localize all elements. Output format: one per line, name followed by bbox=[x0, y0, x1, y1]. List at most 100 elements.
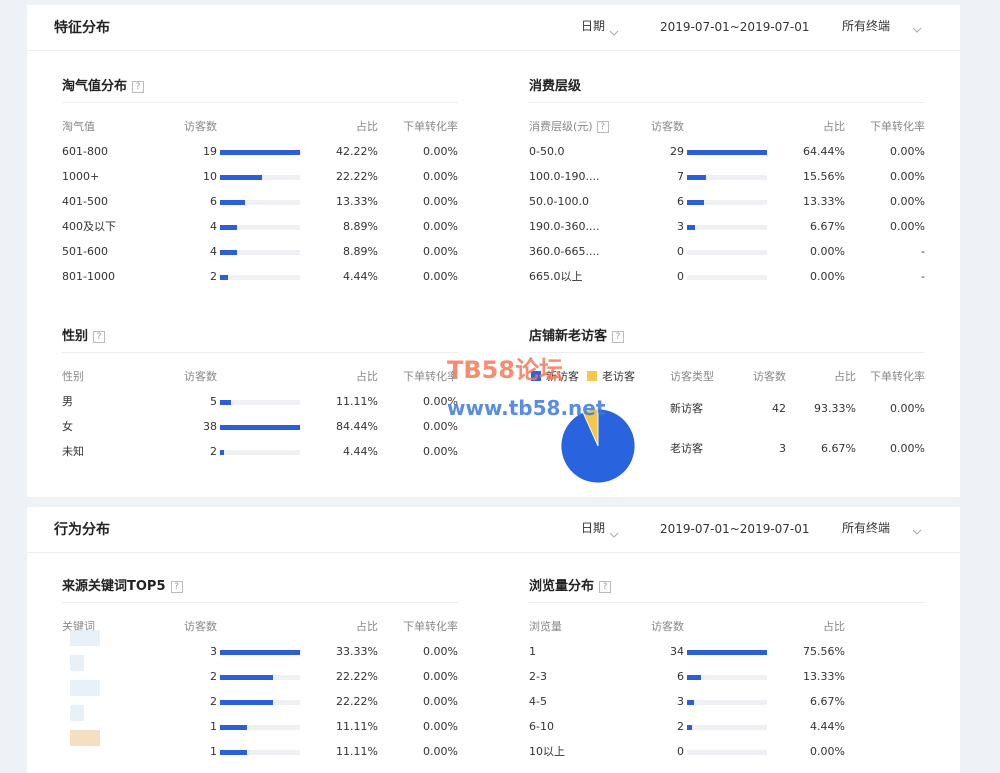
legend-label[interactable]: 新访客 bbox=[546, 370, 579, 383]
bar bbox=[687, 700, 695, 705]
cell: 100.0-190.... bbox=[529, 170, 600, 183]
cell: 0.00% bbox=[423, 670, 458, 683]
date-dropdown-icon[interactable] bbox=[609, 524, 619, 538]
bar-track bbox=[220, 200, 300, 205]
cell: 10 bbox=[203, 170, 217, 183]
column-header: 访客数 bbox=[184, 620, 217, 633]
cell: 0.00% bbox=[890, 170, 925, 183]
cell: 6 bbox=[677, 670, 684, 683]
panel bbox=[27, 5, 960, 497]
cell: 601-800 bbox=[62, 145, 108, 158]
bar bbox=[220, 225, 237, 230]
panel-title: 特征分布 bbox=[54, 20, 110, 36]
cell: 2 bbox=[677, 720, 684, 733]
bar-track bbox=[687, 200, 767, 205]
terminal-filter[interactable]: 所有终端 bbox=[842, 19, 891, 33]
bar bbox=[220, 700, 274, 705]
cell: 6 bbox=[677, 195, 684, 208]
help-icon: ? bbox=[596, 121, 609, 133]
bar bbox=[687, 200, 704, 205]
column-header: 占比 bbox=[356, 370, 378, 383]
bar-track bbox=[687, 750, 767, 755]
cell: 2-3 bbox=[529, 670, 547, 683]
help-icon: ? bbox=[612, 331, 625, 343]
section-divider bbox=[62, 102, 458, 103]
bar bbox=[687, 675, 702, 680]
column-header: 占比 bbox=[356, 620, 378, 633]
watermark-url: www.tb58.net bbox=[447, 396, 606, 420]
bar bbox=[687, 175, 707, 180]
cell: 0.00% bbox=[810, 270, 845, 283]
bar bbox=[220, 750, 247, 755]
cell: 1000+ bbox=[62, 170, 100, 183]
cell: 0.00% bbox=[810, 745, 845, 758]
date-dropdown-icon[interactable] bbox=[609, 22, 619, 36]
bar-track bbox=[687, 275, 767, 280]
cell: 7 bbox=[677, 170, 684, 183]
legend-label[interactable]: 老访客 bbox=[602, 370, 635, 383]
cell: 11.11% bbox=[336, 745, 378, 758]
bar-track bbox=[220, 750, 300, 755]
bar bbox=[687, 725, 692, 730]
column-header: 性别 bbox=[62, 370, 84, 383]
cell: 13.33% bbox=[336, 195, 378, 208]
cell: 0.00% bbox=[810, 245, 845, 258]
cell: 1 bbox=[529, 645, 536, 658]
section-title: 消费层级 bbox=[529, 79, 582, 94]
bar-track bbox=[220, 450, 300, 455]
bar bbox=[220, 650, 300, 655]
bar-track bbox=[687, 250, 767, 255]
cell: 0.00% bbox=[890, 442, 925, 455]
date-filter[interactable]: 日期 bbox=[581, 521, 606, 535]
section-divider bbox=[529, 602, 925, 603]
cell: 22.22% bbox=[336, 170, 378, 183]
cell: 84.44% bbox=[336, 420, 378, 433]
cell: 22.22% bbox=[336, 695, 378, 708]
bar-track bbox=[220, 725, 300, 730]
cell: 未知 bbox=[62, 445, 84, 458]
cell: 0.00% bbox=[890, 220, 925, 233]
bar bbox=[220, 450, 225, 455]
bar-track bbox=[220, 225, 300, 230]
bar bbox=[220, 275, 229, 280]
column-header: 下单转化率 bbox=[870, 370, 925, 383]
header-divider bbox=[27, 50, 960, 51]
cell: 0.00% bbox=[423, 745, 458, 758]
blurred-keyword bbox=[70, 655, 84, 671]
cell: 0 bbox=[677, 245, 684, 258]
cell: 0.00% bbox=[890, 145, 925, 158]
cell: 33.33% bbox=[336, 645, 378, 658]
cell: 4-5 bbox=[529, 695, 547, 708]
bar bbox=[220, 725, 247, 730]
cell: 新访客 bbox=[670, 402, 703, 415]
terminal-dropdown-icon[interactable] bbox=[912, 19, 922, 33]
bar bbox=[220, 250, 237, 255]
date-range: 2019-07-01~2019-07-01 bbox=[660, 20, 810, 34]
cell: 42 bbox=[772, 402, 786, 415]
cell: 6.67% bbox=[821, 442, 856, 455]
date-filter[interactable]: 日期 bbox=[581, 19, 606, 33]
cell: 0.00% bbox=[423, 195, 458, 208]
cell: 0 bbox=[677, 270, 684, 283]
cell: 0.00% bbox=[423, 245, 458, 258]
cell: 2 bbox=[210, 695, 217, 708]
terminal-filter[interactable]: 所有终端 bbox=[842, 521, 891, 535]
bar-track bbox=[220, 250, 300, 255]
cell: 2 bbox=[210, 445, 217, 458]
legend-swatch bbox=[531, 371, 541, 381]
section-divider bbox=[529, 102, 925, 103]
cell: 0.00% bbox=[423, 695, 458, 708]
column-header: 淘气值 bbox=[62, 120, 95, 133]
cell: 0 bbox=[677, 745, 684, 758]
column-header: 访客数 bbox=[651, 620, 684, 633]
cell: 42.22% bbox=[336, 145, 378, 158]
cell: 0.00% bbox=[423, 145, 458, 158]
column-header: 访客数 bbox=[651, 120, 684, 133]
column-header: 访客数 bbox=[184, 370, 217, 383]
column-header: 下单转化率 bbox=[403, 120, 458, 133]
help-icon: ? bbox=[132, 81, 145, 93]
cell: 0-50.0 bbox=[529, 145, 565, 158]
cell: 801-1000 bbox=[62, 270, 115, 283]
terminal-dropdown-icon[interactable] bbox=[912, 521, 922, 535]
